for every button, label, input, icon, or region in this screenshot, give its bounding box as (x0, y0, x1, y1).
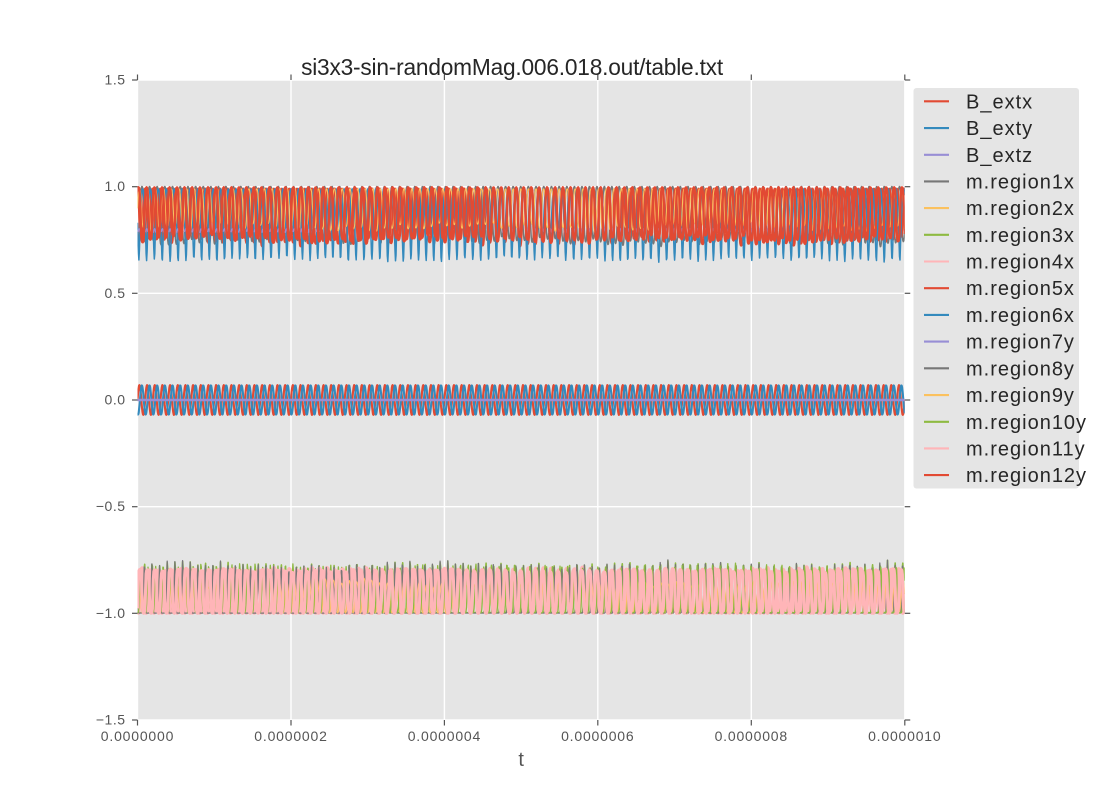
svg-text:0.5: 0.5 (105, 285, 126, 301)
svg-text:m.region4x: m.region4x (966, 252, 1075, 274)
svg-text:0.0: 0.0 (105, 392, 126, 408)
svg-text:m.region2x: m.region2x (966, 198, 1075, 220)
svg-text:0.0000008: 0.0000008 (715, 728, 788, 744)
svg-text:0.0000006: 0.0000006 (561, 728, 634, 744)
svg-text:m.region12y: m.region12y (966, 465, 1087, 487)
svg-text:si3x3-sin-randomMag.006.018.ou: si3x3-sin-randomMag.006.018.out/table.tx… (301, 54, 724, 80)
svg-text:m.region11y: m.region11y (966, 438, 1086, 460)
svg-text:m.region6x: m.region6x (966, 305, 1075, 327)
svg-text:−1.0: −1.0 (96, 605, 126, 621)
svg-text:−1.5: −1.5 (96, 712, 126, 728)
svg-text:0.0000010: 0.0000010 (868, 728, 941, 744)
svg-text:m.region7y: m.region7y (966, 332, 1075, 354)
svg-text:m.region1x: m.region1x (966, 171, 1075, 193)
svg-text:1.0: 1.0 (105, 178, 126, 194)
svg-text:B_extz: B_extz (966, 145, 1033, 167)
svg-text:0.0000002: 0.0000002 (254, 728, 327, 744)
svg-text:m.region9y: m.region9y (966, 385, 1075, 407)
svg-text:m.region3x: m.region3x (966, 225, 1075, 247)
svg-text:0.0000004: 0.0000004 (408, 728, 481, 744)
svg-text:m.region10y: m.region10y (966, 412, 1087, 434)
svg-text:0.0000000: 0.0000000 (101, 728, 174, 744)
svg-text:m.region8y: m.region8y (966, 358, 1075, 380)
svg-text:m.region5x: m.region5x (966, 278, 1075, 300)
svg-text:t: t (518, 749, 524, 771)
svg-text:1.5: 1.5 (105, 72, 126, 88)
svg-text:B_exty: B_exty (966, 118, 1033, 140)
svg-text:−0.5: −0.5 (96, 498, 126, 514)
svg-text:B_extx: B_extx (966, 91, 1033, 113)
